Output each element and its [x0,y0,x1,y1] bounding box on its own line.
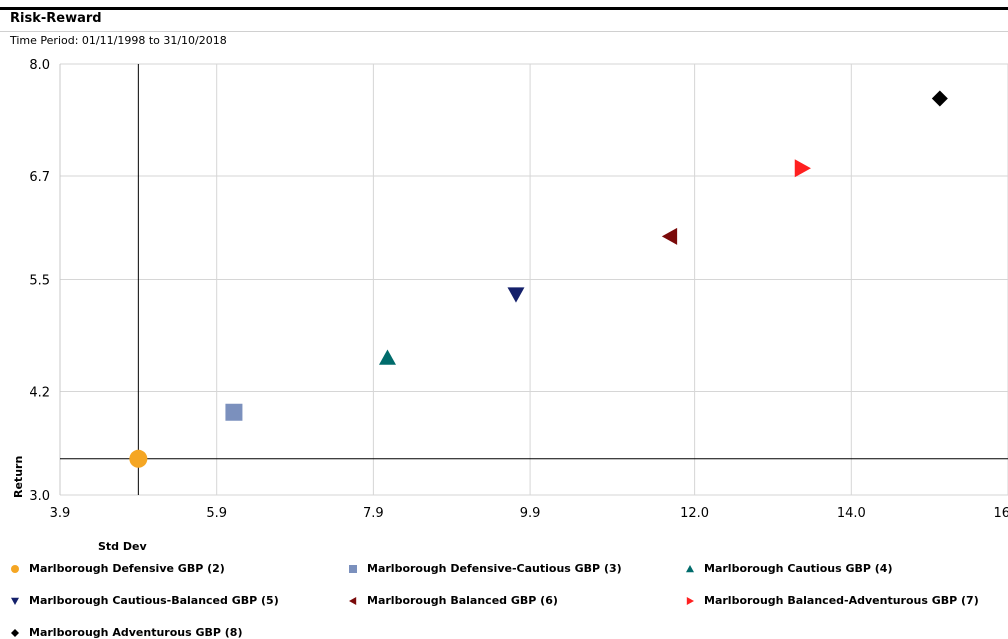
x-tick-label: 16.0 [994,506,1008,521]
legend-item: Marlborough Defensive GBP (2) [10,562,225,575]
chart-title: Risk-Reward [10,11,102,26]
data-point-square [225,403,243,421]
time-period: Time Period: 01/11/1998 to 31/10/2018 [10,34,227,47]
y-tick-label: 3.0 [29,489,50,504]
title-divider [0,31,1008,32]
x-tick-label: 14.0 [837,506,866,521]
legend-marker-shape [11,564,19,573]
legend-item: Marlborough Defensive-Cautious GBP (3) [348,562,622,575]
x-tick-label: 12.0 [680,506,709,521]
legend-label: Marlborough Adventurous GBP (8) [29,626,243,639]
y-tick-label: 5.5 [29,274,50,289]
x-axis-label: Std Dev [98,540,147,553]
top-rule [0,7,1008,10]
y-tick-label: 4.2 [29,386,50,401]
x-tick-label: 5.9 [206,506,227,521]
legend-marker-shape [686,564,694,572]
legend-marker-triangle-down-icon [11,597,19,605]
legend-marker-circle-icon [11,564,19,573]
legend-marker-triangle-left-icon [349,596,357,605]
legend-marker-triangle-up-icon [686,564,694,572]
data-points [129,90,948,468]
legend-label: Marlborough Balanced GBP (6) [367,594,558,607]
reference-lines [60,64,1008,495]
legend-marker-square-icon [349,564,357,573]
legend-label: Marlborough Defensive-Cautious GBP (3) [367,562,622,575]
y-tick-label: 6.7 [29,170,50,185]
data-point-triangle-left [661,227,678,245]
data-point-triangle-right [794,159,811,178]
y-axis-label: Return [12,456,25,498]
legend-item: Marlborough Cautious-Balanced GBP (5) [10,594,279,607]
x-tick-label: 7.9 [363,506,384,521]
chart-legend: Marlborough Defensive GBP (2) Marlborough… [0,560,1008,639]
legend-item: Marlborough Adventurous GBP (8) [10,626,243,639]
data-point-diamond [931,90,948,107]
legend-label: Marlborough Cautious GBP (4) [704,562,893,575]
legend-marker-shape [349,564,357,573]
x-tick-label: 9.9 [520,506,541,521]
legend-label: Marlborough Balanced-Adventurous GBP (7) [704,594,979,607]
y-tick-label: 8.0 [29,58,50,73]
tick-labels: 3.9 5.9 7.9 9.9 12.0 14.0 16.0 3.0 4.2 5.5 6.7 8.0 [29,58,1008,521]
legend-marker-shape [11,628,19,637]
legend-label: Marlborough Defensive GBP (2) [29,562,225,575]
legend-marker-shape [686,596,694,605]
data-point-circle [129,449,148,468]
grid-lines [59,63,1008,496]
legend-marker-triangle-right-icon [686,596,694,605]
legend-item: Marlborough Balanced-Adventurous GBP (7) [685,594,979,607]
data-point-triangle-up [378,349,396,365]
x-tick-label: 3.9 [50,506,71,521]
data-point-triangle-down [507,287,525,303]
scatter-chart: 3.95.97.99.912.014.016.03.04.25.56.78.0 … [12,58,1008,553]
legend-item: Marlborough Cautious GBP (4) [685,562,892,575]
legend-item: Marlborough Balanced GBP (6) [348,594,558,607]
legend-label: Marlborough Cautious-Balanced GBP (5) [29,594,279,607]
legend-marker-diamond-icon [11,628,19,637]
legend-marker-shape [11,597,19,605]
legend-marker-shape [349,596,357,605]
